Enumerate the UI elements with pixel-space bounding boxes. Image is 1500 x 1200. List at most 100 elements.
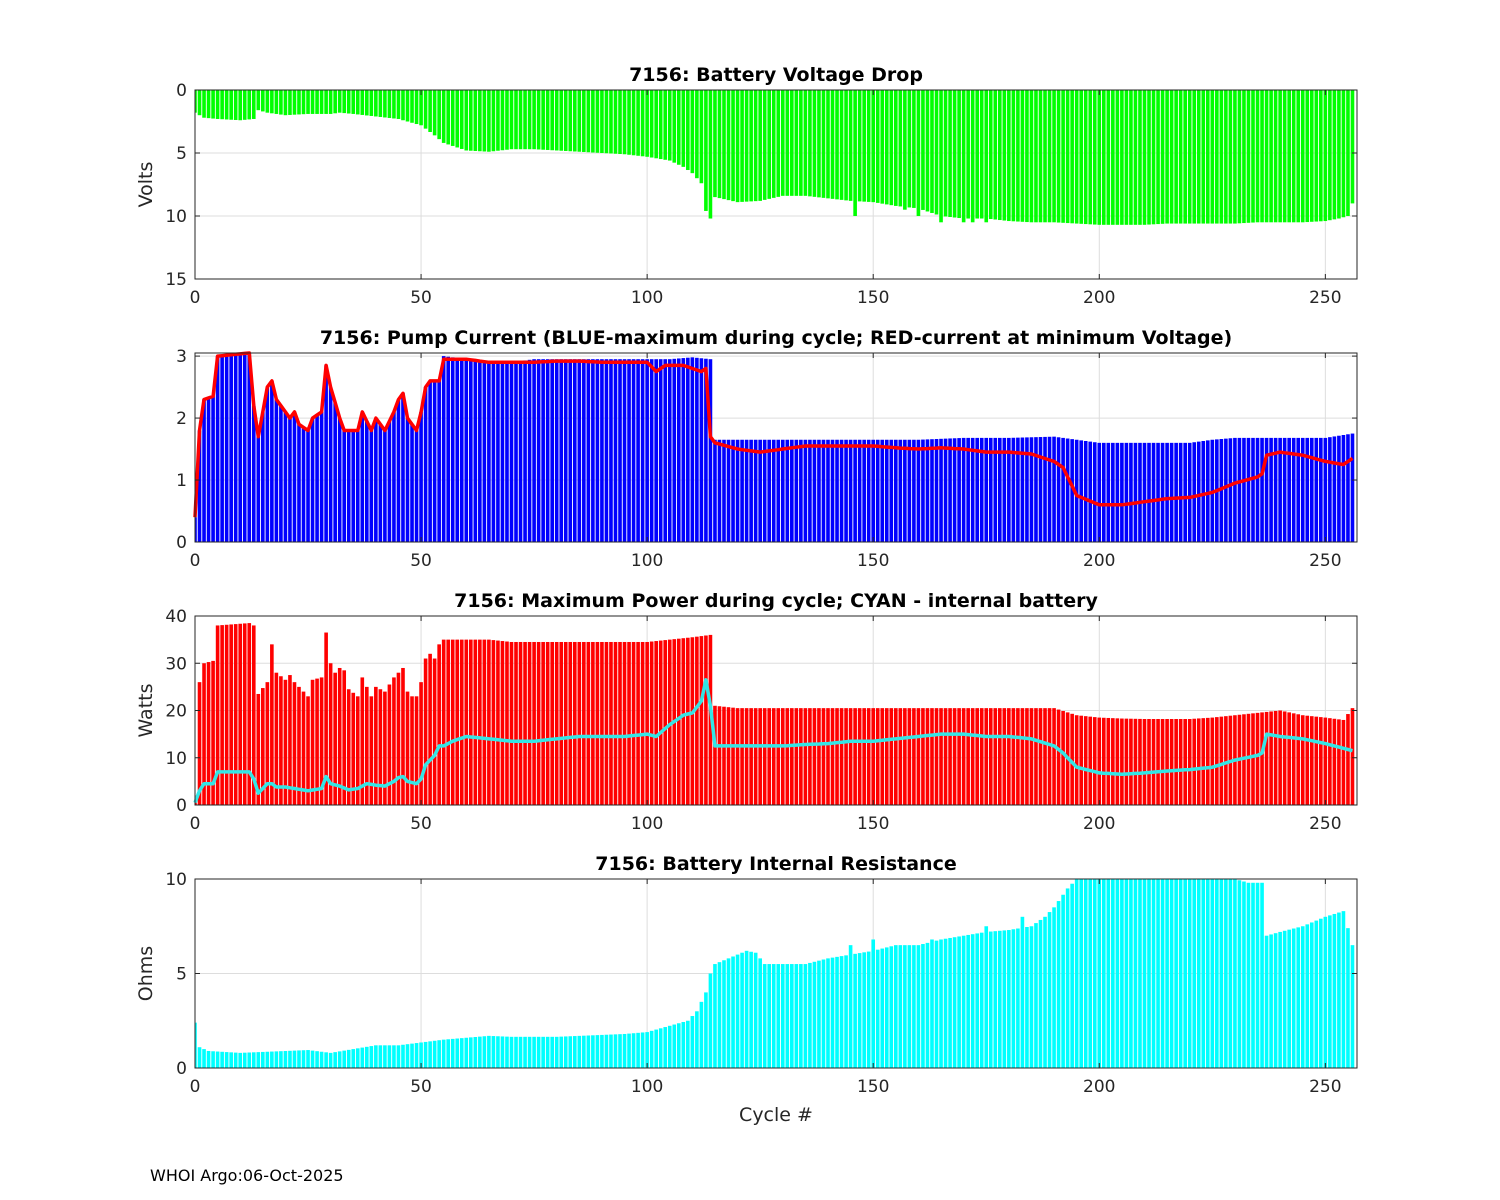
bar-internal_resistance bbox=[595, 1035, 600, 1068]
bar-max_power bbox=[206, 662, 211, 805]
bar-internal_resistance bbox=[482, 1036, 487, 1068]
bar-internal_resistance bbox=[437, 1040, 441, 1068]
bar-internal_resistance bbox=[274, 1051, 279, 1068]
bar-internal_resistance bbox=[487, 1035, 491, 1068]
bar-pump_current bbox=[762, 439, 767, 542]
bar-internal_resistance bbox=[577, 1035, 582, 1068]
bar-internal_resistance bbox=[1020, 916, 1025, 1068]
bar-voltage_drop bbox=[1242, 90, 1246, 224]
bar-max_power bbox=[866, 708, 871, 805]
bar-voltage_drop bbox=[812, 90, 817, 197]
bar-voltage_drop bbox=[663, 90, 668, 160]
bar-internal_resistance bbox=[866, 951, 871, 1068]
bar-pump_current bbox=[708, 359, 713, 542]
y-tick-label: 1 bbox=[176, 471, 187, 491]
bar-internal_resistance bbox=[862, 952, 866, 1068]
bar-internal_resistance bbox=[952, 937, 957, 1068]
bar-max_power bbox=[1101, 717, 1106, 805]
bar-internal_resistance bbox=[912, 945, 916, 1068]
bar-pump_current bbox=[1332, 436, 1337, 542]
bar-internal_resistance bbox=[1305, 924, 1310, 1068]
bar-pump_current bbox=[654, 359, 658, 542]
bar-voltage_drop bbox=[410, 90, 414, 123]
bar-pump_current bbox=[1097, 442, 1102, 542]
bar-pump_current bbox=[704, 358, 708, 542]
bar-voltage_drop bbox=[401, 90, 405, 121]
bar-voltage_drop bbox=[1074, 90, 1079, 224]
bar-pump_current bbox=[609, 359, 613, 542]
bar-voltage_drop bbox=[1314, 90, 1319, 222]
bar-internal_resistance bbox=[468, 1037, 473, 1068]
bar-pump_current bbox=[568, 359, 573, 542]
bar-pump_current bbox=[903, 439, 907, 542]
bar-voltage_drop bbox=[242, 90, 247, 120]
bar-internal_resistance bbox=[374, 1045, 378, 1068]
bar-voltage_drop bbox=[1328, 90, 1332, 221]
bar-voltage_drop bbox=[862, 90, 866, 202]
bar-pump_current bbox=[324, 365, 328, 542]
bar-max_power bbox=[609, 641, 613, 805]
bar-internal_resistance bbox=[541, 1036, 545, 1068]
bar-voltage_drop bbox=[1016, 90, 1020, 222]
bar-pump_current bbox=[441, 356, 446, 542]
bar-internal_resistance bbox=[559, 1036, 564, 1068]
bar-internal_resistance bbox=[410, 1043, 414, 1068]
bar-voltage_drop bbox=[233, 90, 238, 120]
bar-internal_resistance bbox=[984, 926, 989, 1068]
bar-max_power bbox=[251, 625, 256, 805]
bar-pump_current bbox=[464, 359, 469, 542]
bar-internal_resistance bbox=[921, 944, 925, 1068]
bar-internal_resistance bbox=[419, 1042, 423, 1068]
bar-pump_current bbox=[1025, 437, 1029, 542]
bar-pump_current bbox=[613, 359, 618, 542]
bar-internal_resistance bbox=[1142, 879, 1147, 1068]
bar-voltage_drop bbox=[844, 90, 848, 201]
bar-voltage_drop bbox=[1120, 90, 1124, 225]
bar-voltage_drop bbox=[572, 90, 577, 152]
bar-voltage_drop bbox=[1282, 90, 1287, 223]
bar-pump_current bbox=[618, 359, 622, 542]
bar-max_power bbox=[717, 706, 722, 805]
bar-internal_resistance bbox=[242, 1052, 247, 1068]
bar-voltage_drop bbox=[609, 90, 613, 154]
bar-pump_current bbox=[749, 439, 753, 542]
bar-pump_current bbox=[274, 399, 279, 542]
bar-internal_resistance bbox=[1287, 929, 1291, 1068]
bar-voltage_drop bbox=[1287, 90, 1291, 223]
bar-pump_current bbox=[342, 430, 347, 542]
bar-pump_current bbox=[894, 439, 898, 542]
bar-pump_current bbox=[478, 361, 482, 542]
bar-max_power bbox=[491, 640, 496, 805]
bar-internal_resistance bbox=[631, 1033, 636, 1068]
bar-max_power bbox=[270, 644, 274, 805]
bar-max_power bbox=[1296, 714, 1301, 805]
bar-voltage_drop bbox=[405, 90, 410, 122]
bar-max_power bbox=[1025, 708, 1029, 805]
bar-pump_current bbox=[1341, 435, 1346, 542]
bar-pump_current bbox=[224, 355, 229, 542]
bar-internal_resistance bbox=[446, 1039, 451, 1068]
bar-pump_current bbox=[1007, 437, 1011, 542]
bar-max_power bbox=[1165, 719, 1169, 805]
bar-voltage_drop bbox=[1029, 90, 1034, 223]
bar-pump_current bbox=[1314, 437, 1319, 542]
bar-max_power bbox=[554, 641, 559, 805]
bar-max_power bbox=[1178, 719, 1183, 805]
bar-internal_resistance bbox=[256, 1052, 261, 1068]
bar-max_power bbox=[1309, 716, 1314, 805]
bar-voltage_drop bbox=[952, 90, 957, 218]
bar-voltage_drop bbox=[667, 90, 672, 161]
bar-pump_current bbox=[536, 359, 541, 542]
bar-internal_resistance bbox=[355, 1048, 360, 1068]
bar-max_power bbox=[1160, 719, 1165, 805]
bar-internal_resistance bbox=[1192, 879, 1197, 1068]
bar-pump_current bbox=[554, 359, 559, 542]
bar-max_power bbox=[1350, 708, 1355, 805]
bar-max_power bbox=[459, 639, 464, 805]
bar-pump_current bbox=[369, 430, 374, 542]
bar-voltage_drop bbox=[686, 90, 690, 171]
bar-max_power bbox=[274, 672, 279, 805]
bar-pump_current bbox=[1043, 436, 1047, 542]
bar-voltage_drop bbox=[1273, 90, 1278, 223]
bar-max_power bbox=[437, 644, 441, 805]
